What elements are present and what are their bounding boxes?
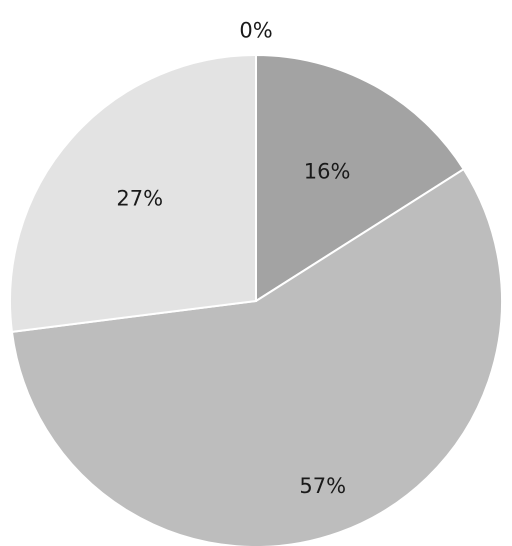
slice-label-57pct: 57% [299,474,346,498]
pie-slice-16pct [255,53,466,303]
slice-label-0pct: 0% [239,18,272,42]
pie-slice-57pct [10,167,503,546]
slice-label-16pct: 16% [304,160,351,184]
pie-slices [9,53,503,546]
slice-label-27pct: 27% [116,187,163,211]
pie-slice-27pct [9,53,257,333]
pie-labels: 0% 16% 57% 27% [116,18,350,498]
